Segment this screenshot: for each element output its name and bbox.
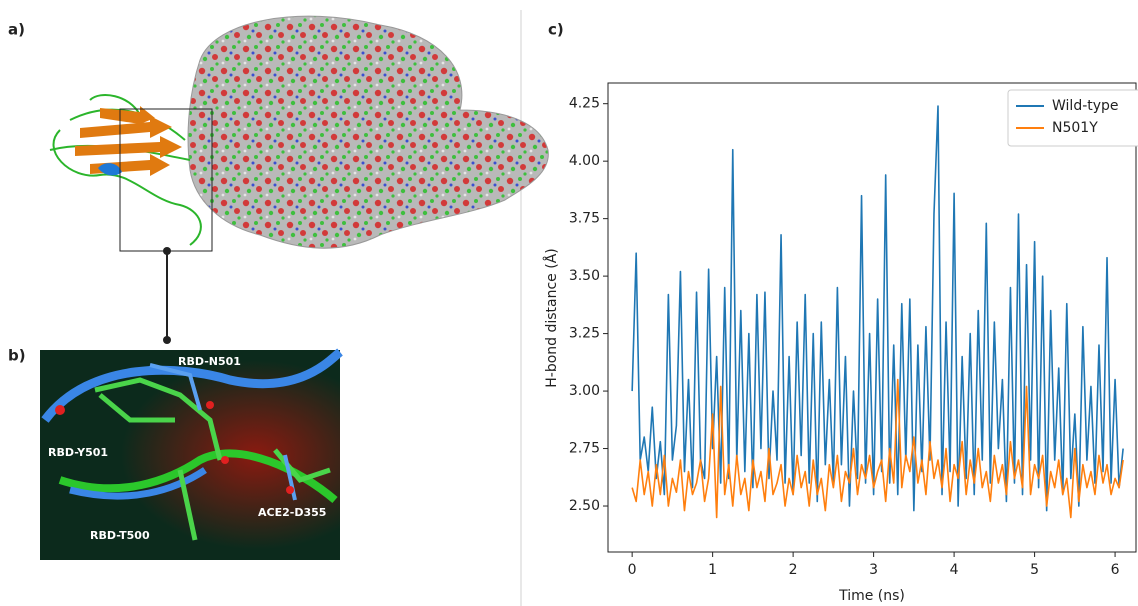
legend-label: N501Y	[1052, 120, 1098, 136]
x-axis-label: Time (ns)	[838, 588, 905, 604]
inset-label: RBD-N501	[178, 355, 241, 368]
y-tick-label: 3.50	[569, 268, 600, 284]
y-tick-label: 3.75	[569, 211, 600, 227]
legend: Wild-type N501Y	[1007, 89, 1138, 147]
y-tick-label: 4.25	[569, 96, 600, 112]
panel-label: c)	[548, 21, 564, 39]
panel-label: b)	[8, 347, 26, 365]
x-tick-label: 3	[869, 562, 878, 578]
data-line	[631, 378, 1124, 519]
y-tick-label: 4.00	[569, 153, 600, 169]
data-line	[631, 105, 1124, 512]
legend-label: Wild-type	[1052, 98, 1119, 114]
inset-label: ACE2-D355	[258, 506, 326, 519]
y-tick-label: 2.50	[569, 498, 600, 514]
inset-label: RBD-T500	[90, 529, 150, 542]
x-tick-label: 2	[789, 562, 798, 578]
panel-label: a)	[8, 21, 25, 39]
x-tick-label: 1	[708, 562, 717, 578]
protein-structure	[49, 15, 549, 344]
x-tick-label: 0	[628, 562, 637, 578]
x-tick-label: 6	[1111, 562, 1120, 578]
inset-label: RBD-Y501	[48, 446, 108, 459]
legend-box	[1007, 89, 1138, 147]
y-axis-label: H-bond distance (Å)	[543, 248, 560, 388]
plot-frame	[607, 82, 1137, 553]
y-tick-label: 2.75	[569, 441, 600, 457]
y-tick-label: 3.00	[569, 383, 600, 399]
closeup-image: RBD-N501 RBD-Y501 RBD-T500 ACE2-D355	[40, 348, 343, 560]
y-tick-label: 3.25	[569, 326, 600, 342]
x-tick-label: 5	[1030, 562, 1039, 578]
x-tick-label: 4	[950, 562, 959, 578]
